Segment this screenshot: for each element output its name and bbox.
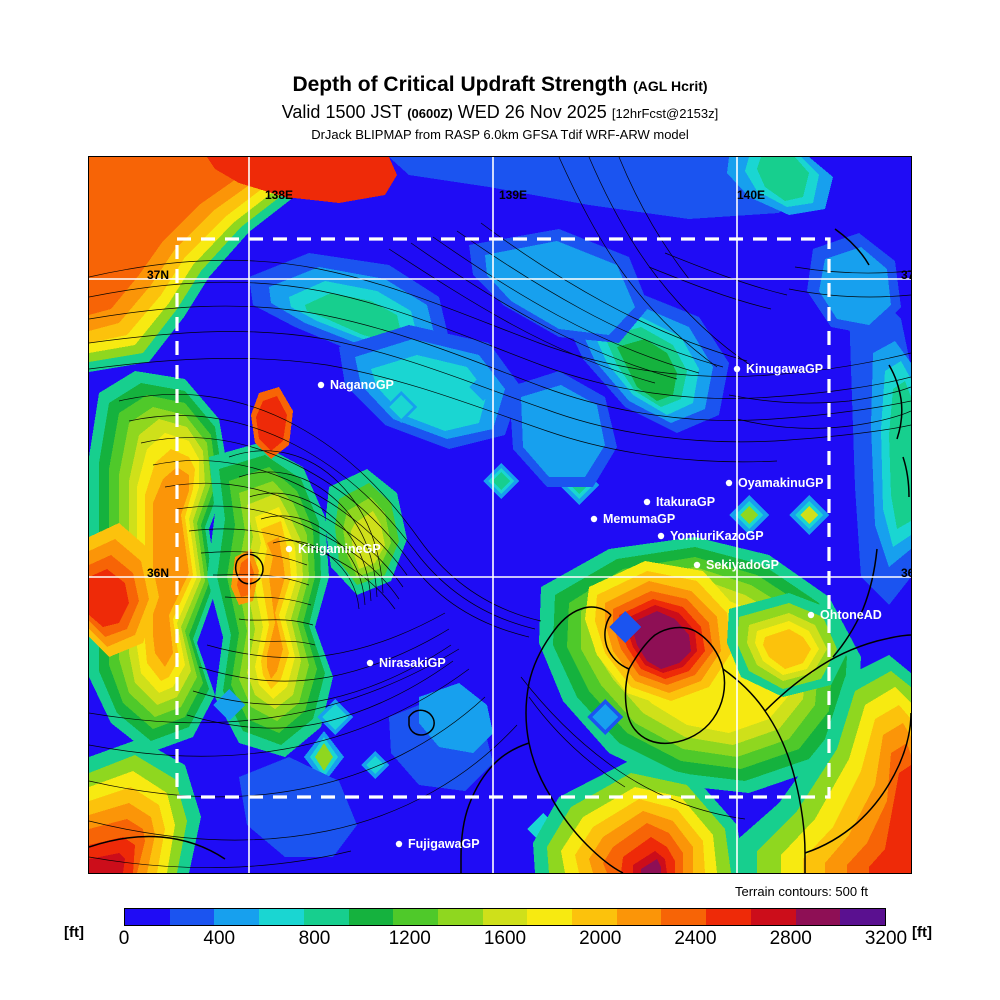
- colorbar-band[interactable]: [214, 909, 260, 925]
- colorbar-band[interactable]: [706, 909, 751, 925]
- colorbar-band[interactable]: [527, 909, 573, 925]
- longitude-label: 138E: [265, 188, 293, 202]
- colorbar-unit-left: [ft]: [64, 924, 84, 941]
- lat-lon-grid-layer: [89, 157, 911, 873]
- colorbar-band[interactable]: [572, 909, 617, 925]
- station-dot-icon: [807, 611, 815, 619]
- station-dot-icon: [285, 545, 293, 553]
- colorbar-tick-label: 3200: [864, 928, 908, 949]
- grid-label-layer: 138E139E140E138E139E37N37N36N36N: [147, 188, 911, 580]
- map-panel[interactable]: 138E139E140E138E139E37N37N36N36N NaganoG…: [88, 156, 912, 874]
- page-title: Depth of Critical Updraft Strength (AGL …: [0, 72, 1000, 99]
- page-header: Depth of Critical Updraft Strength (AGL …: [0, 0, 1000, 143]
- station-label: OyamakinuGP: [738, 476, 823, 490]
- station-label: SekiyadoGP: [706, 558, 779, 572]
- station-marker[interactable]: SekiyadoGP: [693, 558, 779, 572]
- colorbar-swatches[interactable]: [124, 908, 886, 926]
- colorbar-band[interactable]: [259, 909, 304, 925]
- colorbar-band[interactable]: [482, 909, 528, 925]
- longitude-label: 139E: [499, 188, 527, 202]
- station-dot-icon: [733, 365, 741, 373]
- station-label: KirigamineGP: [298, 542, 381, 556]
- station-marker[interactable]: KinugawaGP: [733, 362, 823, 376]
- longitude-label: 140E: [737, 188, 765, 202]
- latitude-label: 37N: [901, 268, 911, 282]
- colorbar-tick-label: 2400: [674, 928, 717, 949]
- station-label: YomiuriKazoGP: [670, 529, 764, 543]
- colorbar-unit-right: [ft]: [912, 924, 932, 941]
- station-label: MemumaGP: [603, 512, 675, 526]
- colorbar-tick-label: 400: [203, 928, 236, 949]
- colorbar-band[interactable]: [437, 909, 483, 925]
- colorbar-tick-label: 2800: [769, 928, 812, 949]
- terrain-contour-layer: [89, 157, 911, 868]
- station-marker[interactable]: MemumaGP: [590, 512, 675, 526]
- station-label: NirasakiGP: [379, 656, 446, 670]
- station-marker[interactable]: NaganoGP: [317, 378, 394, 392]
- station-marker[interactable]: OyamakinuGP: [725, 476, 824, 490]
- station-dot-icon: [657, 532, 665, 540]
- contour-fill-layer: [89, 157, 911, 873]
- station-dot-icon: [693, 561, 701, 569]
- model-source-line: DrJack BLIPMAP from RASP 6.0km GFSA Tdif…: [311, 127, 689, 142]
- forecast-subdomain-box: [175, 237, 831, 799]
- latitude-label: 36N: [901, 566, 911, 580]
- station-marker[interactable]: KirigamineGP: [285, 542, 381, 556]
- station-marker[interactable]: YomiuriKazoGP: [657, 529, 764, 543]
- valid-date: WED 26 Nov 2025: [457, 102, 607, 122]
- station-label: OhtoneAD: [820, 608, 882, 622]
- colorbar-band[interactable]: [750, 909, 796, 925]
- colorbar-tick-label: 1200: [388, 928, 431, 949]
- page-title-main: Depth of Critical Updraft Strength: [292, 73, 628, 96]
- colorbar-tick-label: 0: [118, 928, 130, 949]
- colorbar-tick-label: 2000: [579, 928, 622, 949]
- terrain-contour-note: Terrain contours: 500 ft: [735, 884, 868, 899]
- colorbar-band[interactable]: [303, 909, 349, 925]
- colorbar-band[interactable]: [795, 909, 841, 925]
- colorbar-band[interactable]: [125, 909, 170, 925]
- station-label: FujigawaGP: [408, 837, 480, 851]
- forecast-stamp: [12hrFcst@2153z]: [611, 106, 719, 121]
- station-marker[interactable]: FujigawaGP: [395, 837, 480, 851]
- station-label: ItakuraGP: [656, 495, 715, 509]
- station-dot-icon: [725, 479, 733, 487]
- colorbar-tick-label: 1600: [483, 928, 527, 949]
- colorbar-tick-label: 800: [298, 928, 331, 949]
- colorbar-band[interactable]: [661, 909, 707, 925]
- station-marker[interactable]: ItakuraGP: [643, 495, 715, 509]
- colorbar-band[interactable]: [393, 909, 438, 925]
- valid-zulu: (0600Z): [407, 106, 453, 121]
- station-layer[interactable]: NaganoGP KinugawaGP OyamakinuGP ItakuraGP Me…: [285, 362, 882, 851]
- station-marker[interactable]: NirasakiGP: [366, 656, 446, 670]
- colorbar-band[interactable]: [840, 909, 885, 925]
- colorbar-band[interactable]: [348, 909, 394, 925]
- station-dot-icon: [395, 840, 403, 848]
- valid-local: Valid 1500 JST: [281, 102, 403, 122]
- page-title-suffix: (AGL Hcrit): [633, 78, 708, 94]
- station-dot-icon: [590, 515, 598, 523]
- valid-time-line: Valid 1500 JST (0600Z) WED 26 Nov 2025 […: [0, 101, 1000, 125]
- station-dot-icon: [643, 498, 651, 506]
- colorbar-panel: [ft] [ft] 0 400 800 1200 1600 2000 2400 2800 320…: [0, 902, 1000, 950]
- latitude-label: 37N: [147, 268, 169, 282]
- colorbar-band[interactable]: [616, 909, 662, 925]
- station-dot-icon: [366, 659, 374, 667]
- colorbar-band[interactable]: [169, 909, 215, 925]
- station-label: KinugawaGP: [746, 362, 823, 376]
- weather-map-svg[interactable]: 138E139E140E138E139E37N37N36N36N NaganoG…: [89, 157, 911, 873]
- station-dot-icon: [317, 381, 325, 389]
- coastline-layer: [89, 228, 911, 873]
- station-marker[interactable]: OhtoneAD: [807, 608, 882, 622]
- station-label: NaganoGP: [330, 378, 394, 392]
- latitude-label: 36N: [147, 566, 169, 580]
